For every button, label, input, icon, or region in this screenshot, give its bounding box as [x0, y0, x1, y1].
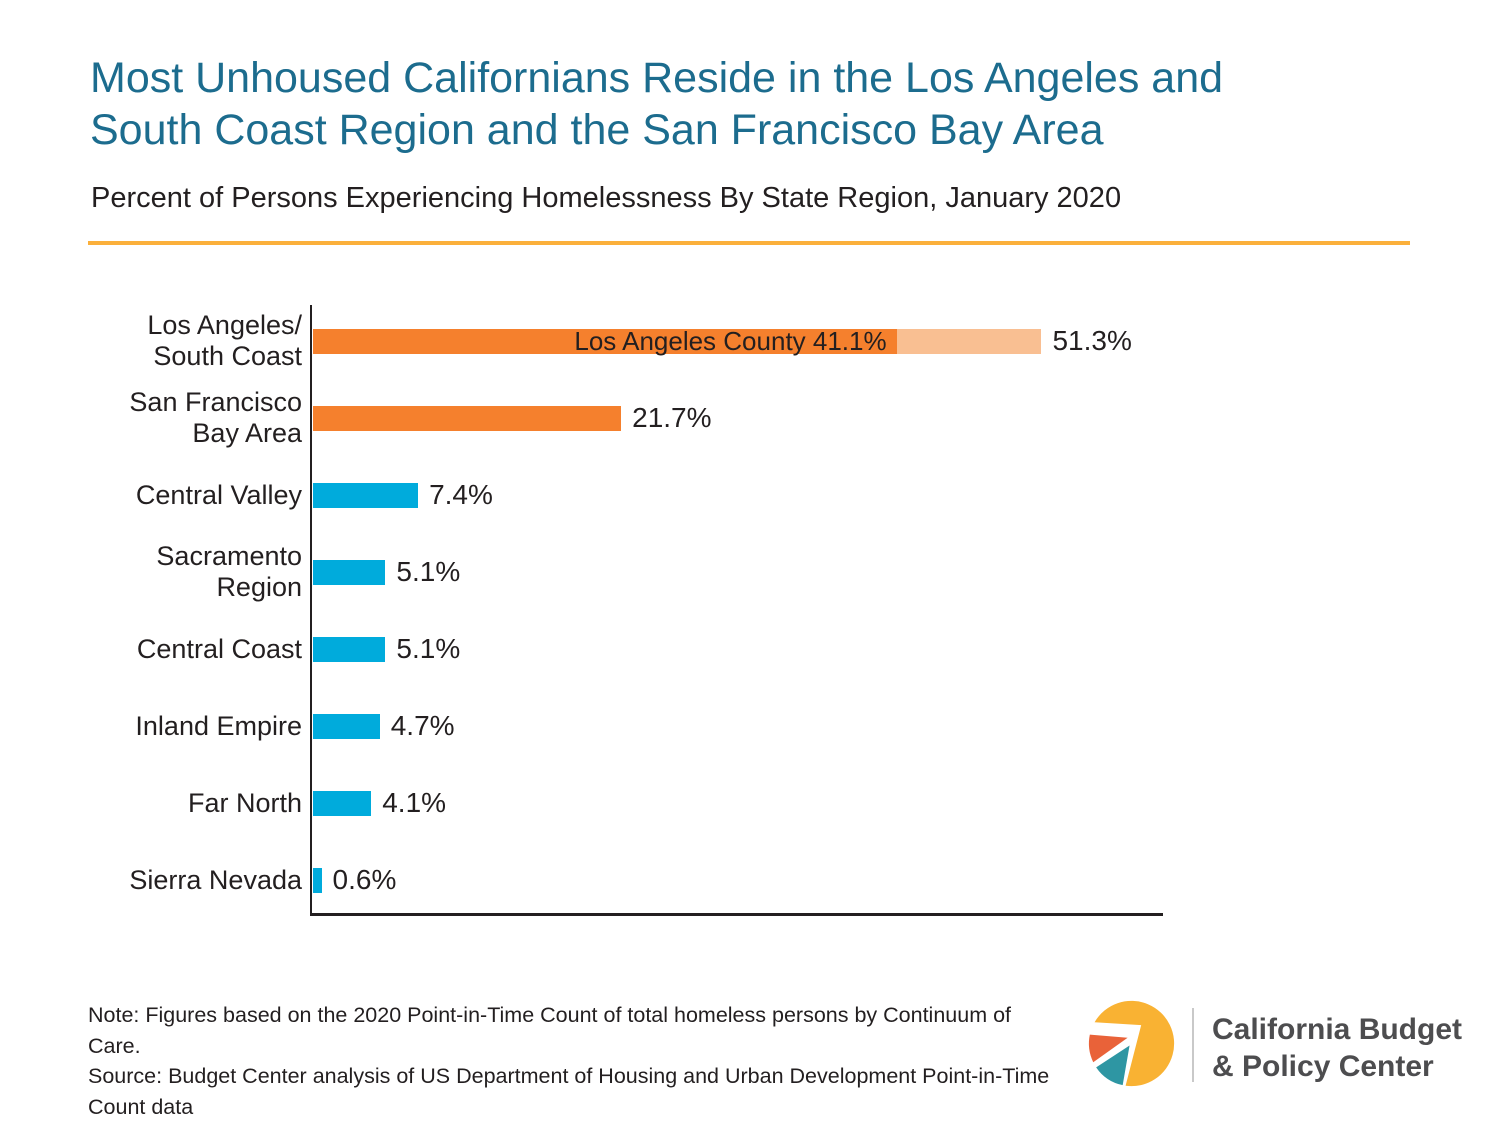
bar-segment [313, 559, 386, 585]
bar-segment: Los Angeles County 41.1% [313, 325, 897, 356]
bar [313, 482, 419, 508]
value-label: 7.4% [429, 479, 493, 510]
footnote-line: Care. [88, 1033, 141, 1058]
category-label: Sierra Nevada [40, 865, 302, 896]
category-label-line: Sacramento [156, 541, 302, 571]
category-label-line: Inland Empire [135, 710, 302, 741]
footnote: Note: Figures based on the 2020 Point-in… [88, 1000, 1049, 1122]
logo-divider [1192, 1008, 1194, 1082]
bar [313, 867, 322, 893]
y-axis-line [310, 305, 312, 916]
chart-title-line1: Most Unhoused Californians Reside in the… [90, 54, 1224, 102]
chart-title-line2: South Coast Region and the San Francisco… [90, 106, 1104, 154]
category-label-line: Sierra Nevada [129, 864, 302, 895]
value-label: 0.6% [332, 864, 397, 895]
logo-teal-slice [1096, 1045, 1130, 1086]
bar: Los Angeles County 41.1% [313, 325, 1042, 356]
bar [313, 636, 386, 662]
value-label: 4.7% [390, 710, 455, 741]
category-label-line: Central Valley [135, 479, 302, 510]
chart-title: Most Unhoused Californians Reside in the… [90, 52, 1223, 156]
category-label: Central Valley [40, 480, 302, 511]
logo-orange-slice [1088, 1034, 1128, 1063]
bar-segment [896, 328, 1042, 354]
bar [313, 405, 622, 431]
category-label-line: Far North [187, 787, 302, 818]
value-label: 5.1% [396, 633, 461, 664]
bar-segment [313, 713, 380, 739]
org-name-line1: California Budget [1212, 1013, 1463, 1046]
category-label-line: South Coast [153, 341, 302, 371]
bar [313, 790, 372, 816]
bar [313, 713, 380, 739]
category-label: Los Angeles/South Coast [40, 310, 302, 372]
bar-segment [313, 867, 322, 893]
category-label-line: Los Angeles/ [147, 310, 302, 340]
org-name-line2: & Policy Center [1212, 1050, 1434, 1083]
bar-segment [313, 405, 622, 431]
bar-chart: Los Angeles/South Coast Los Angeles Count… [40, 305, 1163, 916]
chart-subtitle: Percent of Persons Experiencing Homeless… [91, 182, 1122, 214]
bar-segment [313, 790, 372, 816]
value-label: 51.3% [1052, 325, 1132, 356]
bar [313, 559, 386, 585]
org-logo-icon [1088, 1000, 1175, 1087]
category-label: Sacramento Region [40, 541, 302, 603]
segment-label: Los Angeles County 41.1% [574, 325, 887, 356]
bar-segment [313, 482, 419, 508]
footnote-line: Note: Figures based on the 2020 Point-in… [88, 1003, 1012, 1027]
category-label-line: Central Coast [136, 633, 302, 664]
plot-area: Los Angeles/South Coast Los Angeles Count… [40, 310, 1132, 896]
value-label: 5.1% [396, 556, 461, 587]
bar-segment [313, 636, 386, 662]
logo-gold-slice [1094, 1000, 1175, 1087]
org-name: California Budget & Policy Center [1212, 1011, 1462, 1085]
value-label: 4.1% [382, 787, 447, 818]
category-label-line: Bay Area [192, 418, 302, 448]
category-label: Inland Empire [40, 711, 302, 742]
category-label-line: Region [216, 572, 302, 602]
value-label: 21.7% [632, 402, 712, 433]
footnote-line: Count data [88, 1094, 194, 1119]
footnote-line: Source: Budget Center analysis of US Dep… [88, 1064, 1050, 1088]
divider-rule [88, 241, 1410, 245]
category-label: Central Coast [40, 634, 302, 665]
category-label: Far North [40, 788, 302, 819]
category-label: San Francisco Bay Area [40, 387, 302, 449]
x-axis-line [310, 913, 1163, 916]
category-label-line: San Francisco [129, 387, 302, 417]
